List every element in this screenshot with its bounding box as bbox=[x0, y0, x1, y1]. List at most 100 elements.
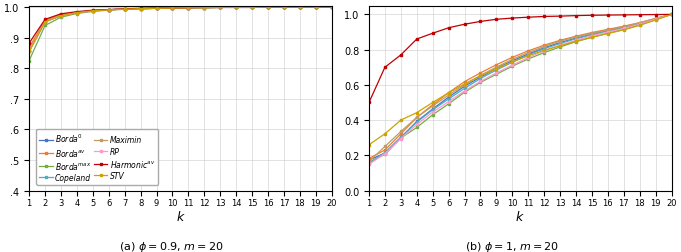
Borda$^0$ bbox=[153, 8, 161, 11]
Borda$^{max}$ bbox=[477, 81, 485, 84]
Borda$^{av}$ bbox=[524, 50, 533, 53]
Borda$^0$ bbox=[635, 23, 644, 26]
Harmonic$^{av}$ bbox=[445, 27, 453, 30]
Borda$^{av}$ bbox=[185, 7, 193, 10]
Borda$^{av}$ bbox=[413, 116, 421, 119]
Maximin bbox=[264, 7, 272, 10]
Borda$^{max}$ bbox=[25, 60, 33, 63]
Harmonic$^{av}$ bbox=[153, 8, 161, 11]
RP bbox=[365, 163, 373, 166]
Borda$^0$ bbox=[296, 7, 304, 10]
X-axis label: $k$: $k$ bbox=[516, 209, 525, 223]
Borda$^0$ bbox=[667, 14, 676, 17]
RP bbox=[652, 19, 660, 22]
Borda$^0$ bbox=[264, 7, 272, 10]
RP bbox=[413, 123, 421, 127]
Harmonic$^{av}$ bbox=[413, 38, 421, 41]
Borda$^0$ bbox=[428, 108, 437, 111]
X-axis label: $k$: $k$ bbox=[176, 209, 185, 223]
Maximin bbox=[136, 8, 144, 11]
Harmonic$^{av}$ bbox=[312, 7, 320, 10]
Line: RP: RP bbox=[28, 7, 333, 54]
STV bbox=[200, 7, 208, 10]
Borda$^0$ bbox=[312, 7, 320, 10]
Borda$^{av}$ bbox=[105, 9, 113, 12]
Borda$^{av}$ bbox=[572, 36, 580, 39]
Borda$^0$ bbox=[168, 8, 176, 11]
RP bbox=[185, 7, 193, 10]
Borda$^0$ bbox=[620, 27, 628, 30]
Borda$^{max}$ bbox=[556, 46, 564, 49]
Harmonic$^{av}$ bbox=[185, 7, 193, 10]
Copeland bbox=[264, 7, 272, 10]
STV bbox=[604, 33, 612, 36]
Borda$^0$ bbox=[397, 136, 405, 139]
Borda$^{max}$ bbox=[264, 7, 272, 10]
RP bbox=[397, 138, 405, 141]
RP bbox=[216, 7, 224, 10]
RP bbox=[232, 7, 240, 10]
RP bbox=[328, 7, 336, 10]
Maximin bbox=[185, 7, 193, 10]
STV bbox=[588, 37, 596, 40]
Harmonic$^{av}$ bbox=[524, 17, 533, 20]
Maximin bbox=[153, 8, 161, 11]
Copeland bbox=[460, 87, 469, 90]
Borda$^{av}$ bbox=[365, 157, 373, 160]
Copeland bbox=[105, 9, 113, 12]
Copeland bbox=[588, 34, 596, 37]
Borda$^{max}$ bbox=[620, 29, 628, 32]
RP bbox=[445, 101, 453, 104]
STV bbox=[57, 15, 65, 18]
Borda$^{av}$ bbox=[556, 40, 564, 43]
Borda$^0$ bbox=[492, 68, 501, 71]
Borda$^0$ bbox=[477, 76, 485, 79]
Borda$^0$ bbox=[540, 47, 548, 50]
Harmonic$^{av}$ bbox=[620, 14, 628, 17]
Borda$^{max}$ bbox=[57, 17, 65, 20]
RP bbox=[121, 8, 129, 11]
Maximin bbox=[524, 52, 533, 55]
RP bbox=[89, 10, 97, 13]
Maximin bbox=[588, 33, 596, 36]
Borda$^{max}$ bbox=[121, 9, 129, 12]
STV bbox=[89, 10, 97, 13]
Borda$^{av}$ bbox=[232, 7, 240, 10]
Borda$^{av}$ bbox=[328, 7, 336, 10]
Borda$^{av}$ bbox=[136, 8, 144, 11]
Maximin bbox=[328, 7, 336, 10]
Harmonic$^{av}$ bbox=[492, 19, 501, 22]
STV bbox=[312, 7, 320, 10]
Copeland bbox=[667, 14, 676, 17]
STV bbox=[652, 19, 660, 22]
Maximin bbox=[73, 12, 81, 15]
Harmonic$^{av}$ bbox=[73, 11, 81, 14]
RP bbox=[264, 7, 272, 10]
STV bbox=[460, 83, 469, 86]
Copeland bbox=[280, 7, 288, 10]
Borda$^0$ bbox=[365, 159, 373, 162]
Borda$^{max}$ bbox=[168, 8, 176, 11]
Copeland bbox=[620, 27, 628, 30]
Harmonic$^{av}$ bbox=[652, 14, 660, 17]
STV bbox=[121, 9, 129, 12]
Borda$^{max}$ bbox=[365, 161, 373, 164]
Harmonic$^{av}$ bbox=[232, 7, 240, 10]
Borda$^0$ bbox=[604, 30, 612, 33]
Harmonic$^{av}$ bbox=[121, 8, 129, 11]
Copeland bbox=[508, 61, 516, 65]
Borda$^0$ bbox=[232, 7, 240, 10]
Borda$^{av}$ bbox=[25, 47, 33, 50]
Maximin bbox=[105, 9, 113, 12]
Line: Copeland: Copeland bbox=[28, 7, 333, 53]
Copeland bbox=[312, 7, 320, 10]
Harmonic$^{av}$ bbox=[25, 43, 33, 46]
Copeland bbox=[25, 50, 33, 53]
STV bbox=[73, 12, 81, 15]
RP bbox=[296, 7, 304, 10]
Borda$^0$ bbox=[524, 53, 533, 56]
Borda$^{max}$ bbox=[312, 7, 320, 10]
Borda$^0$ bbox=[248, 7, 256, 10]
RP bbox=[280, 7, 288, 10]
Borda$^{max}$ bbox=[667, 14, 676, 17]
